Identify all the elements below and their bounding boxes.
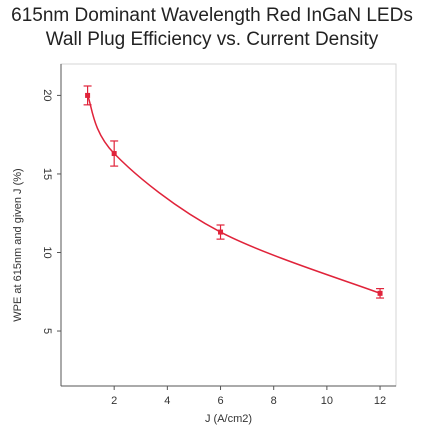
- y-axis-label: WPE at 615nm and given J (%): [12, 168, 24, 321]
- x-tick-label: 10: [321, 395, 333, 407]
- data-point: [85, 92, 91, 98]
- x-tick-label: 8: [271, 395, 277, 407]
- y-tick-label: 5: [41, 328, 53, 334]
- chart-title: 615nm Dominant Wavelength Red InGaN LEDs…: [0, 4, 424, 52]
- x-tick-label: 4: [164, 395, 170, 407]
- data-point: [218, 229, 224, 235]
- y-tick-label: 10: [41, 246, 53, 258]
- data-point: [111, 151, 117, 157]
- y-axis-ticks: 5 10 15 20: [41, 89, 61, 334]
- x-tick-label: 12: [374, 395, 386, 407]
- chart-title-line-1: 615nm Dominant Wavelength Red InGaN LEDs: [11, 5, 413, 26]
- chart-title-line-2: Wall Plug Efficiency vs. Current Density: [45, 29, 379, 50]
- x-tick-label: 6: [217, 395, 223, 407]
- y-tick-label: 20: [41, 89, 53, 101]
- y-tick-label: 15: [41, 168, 53, 180]
- x-tick-label: 2: [111, 395, 117, 407]
- x-axis-label: J (A/cm2): [205, 413, 252, 425]
- series-layer: [83, 85, 385, 299]
- plot-frame: [60, 63, 397, 387]
- x-axis-ticks: 2 4 6 8 10 12: [111, 386, 386, 407]
- data-point: [377, 290, 383, 296]
- series-line: [86, 95, 381, 295]
